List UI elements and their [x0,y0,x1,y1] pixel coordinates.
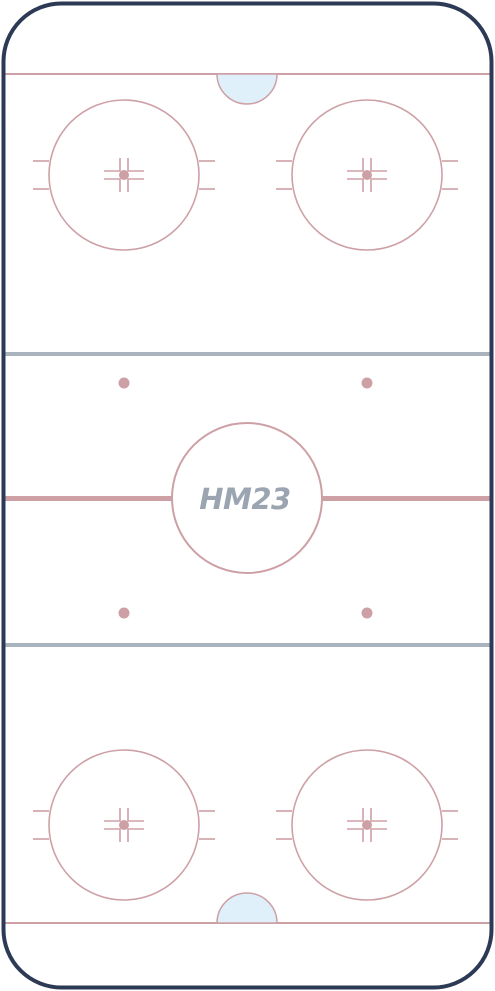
faceoff-dot-neutral-top-right [361,377,373,389]
faceoff-circle-bottom-left [33,749,215,901]
goal-crease-bottom [216,892,278,924]
faceoff-circle-bottom-right [276,749,458,901]
faceoff-l-marker [104,158,121,172]
faceoff-dot [362,170,372,180]
center-logo-text: HM23 [199,482,291,516]
faceoff-l-marker [347,828,364,842]
faceoff-l-marker [127,808,144,822]
faceoff-l-marker [370,178,387,192]
faceoff-l-marker [127,158,144,172]
faceoff-l-marker [127,178,144,192]
faceoff-dot [119,820,129,830]
faceoff-l-marker [347,178,364,192]
faceoff-l-marker [370,828,387,842]
faceoff-circle-ring [291,749,443,901]
faceoff-l-marker [127,828,144,842]
faceoff-circle-ring [48,99,200,251]
faceoff-dot [119,170,129,180]
center-faceoff-circle [171,422,323,574]
faceoff-circle-top-right [276,99,458,251]
faceoff-l-marker [370,158,387,172]
faceoff-dot-neutral-bottom-right [361,607,373,619]
goal-crease-top [216,73,278,105]
faceoff-l-marker [347,808,364,822]
faceoff-dot-neutral-bottom-left [118,607,130,619]
faceoff-circle-ring [48,749,200,901]
faceoff-circle-top-left [33,99,215,251]
faceoff-l-marker [104,178,121,192]
faceoff-dot [362,820,372,830]
faceoff-dot-neutral-top-left [118,377,130,389]
faceoff-l-marker [104,808,121,822]
faceoff-l-marker [347,158,364,172]
faceoff-l-marker [104,828,121,842]
faceoff-l-marker [370,808,387,822]
faceoff-circle-ring [291,99,443,251]
